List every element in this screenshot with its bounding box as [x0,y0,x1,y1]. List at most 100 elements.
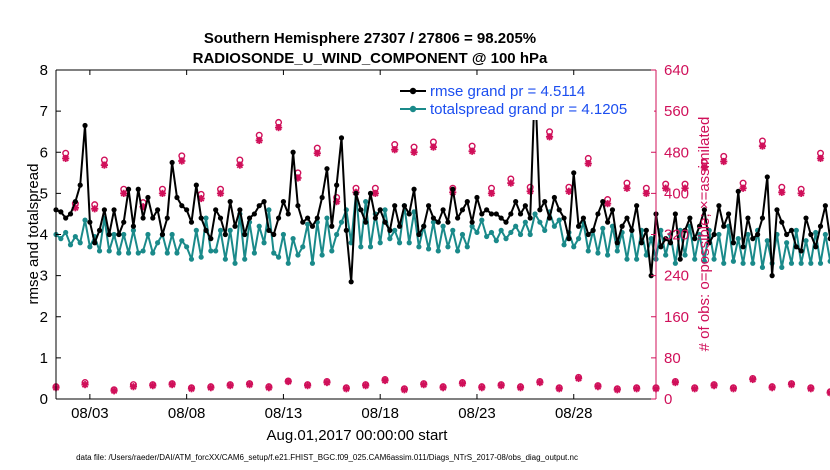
y-tick-right-label: 80 [664,350,681,367]
rmse-point [469,219,475,225]
spread-point [663,252,669,258]
rmse-point [730,240,737,246]
obs-assimilated-stroke [275,124,282,131]
obs-assimilated-point [168,381,176,389]
legend-box [396,76,654,120]
obs-assimilated-point [458,379,467,388]
spread-point [300,244,306,250]
obs-assimilated-point [768,384,776,392]
obs-assimilated-point [255,136,263,145]
obs-assimilated-point [507,179,515,187]
spread-point [517,231,524,238]
rmse-point [179,203,185,209]
obs-assimilated-point [216,189,225,197]
obs-assimilated-point [758,142,767,150]
obs-assimilated-point [807,385,815,393]
rmse-point [750,236,756,242]
obs-assimilated-stroke [159,190,166,197]
obs-assimilated-point [584,159,592,168]
spread-point [135,250,141,256]
legend-rmse-marker [409,87,417,95]
rmse-point [329,223,335,229]
rmse-point [556,207,562,213]
rmse-point [706,240,712,246]
spread-point [188,256,195,262]
rmse-point [546,215,553,221]
obs-assimilated-point [62,154,70,163]
obs-assimilated-point [313,149,321,157]
rmse-point [159,231,166,238]
rmse-point [827,236,830,242]
spread-point [532,211,538,217]
obs-assimilated-point [91,205,99,213]
spread-point [813,229,819,236]
obs-assimilated-point [381,376,389,385]
rmse-point [687,215,693,221]
rmse-point [667,240,674,246]
rmse-point [140,215,146,221]
obs-assimilated-point [594,383,602,391]
x-tick-label: 08/18 [361,405,399,422]
rmse-point [130,223,137,229]
spread-point [571,244,577,250]
obs-assimilated-stroke [817,155,824,162]
spread-point [164,250,170,256]
obs-assimilated-point [323,378,331,387]
spread-point [358,244,364,250]
obs-assimilated-point [671,378,679,387]
obs-assimilated-stroke [168,381,176,388]
spread-point [575,236,582,242]
rmse-point [125,186,132,192]
rmse-point [256,203,262,209]
spread-point [479,217,485,223]
rmse-point [513,199,519,205]
spread-point [788,260,795,266]
spread-point [764,238,770,244]
spread-point [464,244,470,250]
obs-assimilated-point [555,385,563,393]
rmse-point [571,170,577,176]
y-tick-right-label: 560 [664,103,689,120]
rmse-point [387,227,393,233]
obs-assimilated-stroke [594,383,602,390]
rmse-point [435,219,441,225]
obs-assimilated-point [304,382,312,390]
rmse-point [363,219,369,225]
spread-point [634,256,640,262]
rmse-point [77,182,83,188]
rmse-point [145,194,151,201]
obs-assimilated-stroke [739,184,747,192]
spread-point [266,207,272,213]
obs-assimilated-point [516,384,525,392]
obs-assimilated-point [391,146,399,154]
rmse-point [479,211,485,217]
obs-assimilated-point [604,200,612,208]
rmse-point [242,231,248,238]
obs-assimilated-point [207,384,215,392]
spread-point [367,244,374,250]
rmse-point [227,199,233,205]
obs-assimilated-point [545,133,554,141]
rmse-point [280,199,287,205]
rmse-point [711,231,717,238]
spread-point [542,227,548,233]
rmse-point [174,194,180,201]
rmse-point [716,203,722,209]
obs-assimilated-point [149,382,157,390]
spread-point [290,236,296,242]
rmse-point [348,279,354,285]
rmse-point [334,182,340,188]
spread-point [179,238,185,244]
rmse-point [779,219,785,225]
obs-assimilated-stroke [149,382,157,389]
spread-point [280,231,287,238]
obs-assimilated-stroke [420,381,427,388]
spread-point [745,231,751,238]
rmse-point [522,203,528,209]
spread-point [222,256,228,262]
obs-assimilated-point [642,189,650,197]
obs-assimilated-point [536,378,544,387]
obs-assimilated-point [797,189,805,197]
rmse-point [663,236,669,242]
